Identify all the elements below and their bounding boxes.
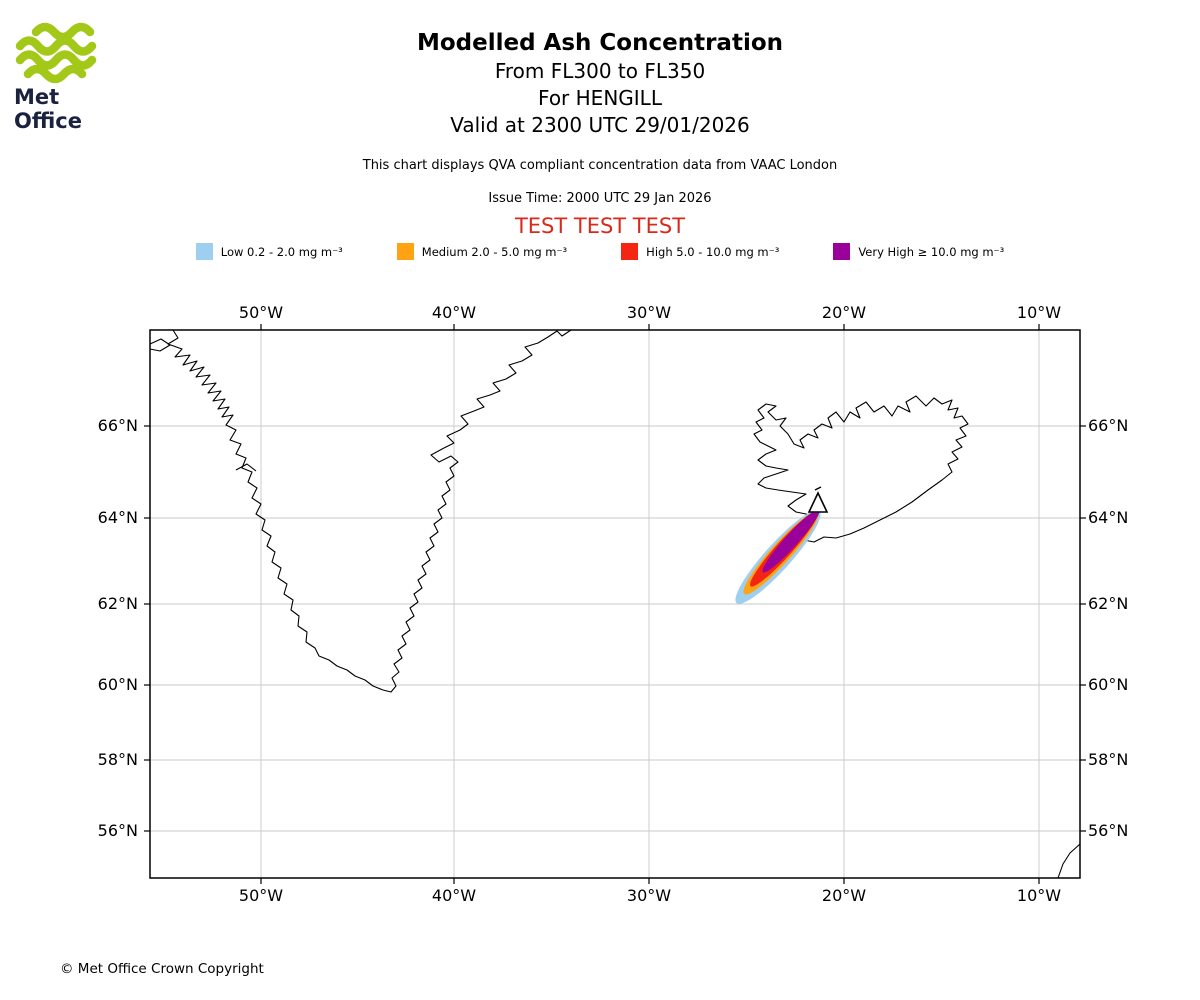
lon-tick-label-top: 30°W [626,303,672,322]
legend-swatch-low [195,243,213,260]
legend-label-very-high: Very High ≥ 10.0 mg m⁻³ [858,244,1005,259]
map-canvas [144,324,1086,884]
axis-ticks [144,324,1086,884]
ash-plume-very-high-contour [762,509,820,573]
lat-tick-label-left: 66°N [97,416,138,435]
greenland-fjord-detail [235,463,257,472]
met-office-logo-text: Met Office [14,85,82,133]
valid-time: Valid at 2300 UTC 29/01/2026 [450,113,750,137]
legend-item-medium: Medium 2.0 - 5.0 mg m⁻³ [396,243,568,260]
lat-tick-label-left: 58°N [97,750,138,769]
volcano-eruption-icon [807,486,829,513]
met-office-logo: Met Office [14,22,134,133]
lat-tick-label-right: 56°N [1088,821,1129,840]
lat-tick-label-right: 64°N [1088,508,1129,527]
lon-tick-label-bottom: 20°W [821,886,867,905]
lat-tick-label-left: 60°N [97,675,138,694]
lon-tick-label-bottom: 50°W [238,886,284,905]
issue-time: Issue Time: 2000 UTC 29 Jan 2026 [488,191,712,206]
lat-tick-label-right: 58°N [1088,750,1129,769]
lon-tick-label-top: 50°W [238,303,284,322]
lon-tick-label-top: 40°W [431,303,477,322]
greenland-fjord-detail [149,338,171,352]
lon-tick-label-bottom: 30°W [626,886,672,905]
legend-swatch-high [621,243,639,260]
lon-tick-label-bottom: 40°W [431,886,477,905]
legend-label-high: High 5.0 - 10.0 mg m⁻³ [646,244,780,259]
lat-tick-label-right: 62°N [1088,594,1129,613]
concentration-legend: Low 0.2 - 2.0 mg m⁻³ Medium 2.0 - 5.0 mg… [0,243,1200,260]
lat-tick-label-left: 64°N [97,508,138,527]
title-block: Modelled Ash Concentration From FL300 to… [0,28,1200,139]
flight-level-range: From FL300 to FL350 [494,59,706,83]
legend-item-very-high: Very High ≥ 10.0 mg m⁻³ [833,243,1004,260]
lon-tick-label-top: 20°W [821,303,867,322]
met-office-logo-waves-icon [15,22,97,84]
lat-tick-label-right: 60°N [1088,675,1129,694]
legend-swatch-very-high [833,243,851,260]
map-border [149,329,1081,879]
volcano-name: For HENGILL [538,86,662,110]
legend-swatch-medium [396,243,414,260]
lon-tick-label-top: 10°W [1016,303,1062,322]
legend-item-high: High 5.0 - 10.0 mg m⁻³ [621,243,779,260]
greenland-coastline [167,329,572,693]
ash-plume [735,509,821,604]
lat-tick-label-left: 62°N [97,594,138,613]
ireland-northwest-coastline [1057,843,1081,879]
crown-copyright-notice: © Met Office Crown Copyright [60,961,264,977]
coastlines [149,329,1081,879]
legend-item-low: Low 0.2 - 2.0 mg m⁻³ [195,243,343,260]
iceland-coastline [753,395,969,544]
test-banner: TEST TEST TEST [514,214,686,238]
qva-compliance-note: This chart displays QVA compliant concen… [362,158,838,173]
lon-tick-label-bottom: 10°W [1016,886,1062,905]
lat-tick-label-left: 56°N [97,821,138,840]
legend-label-medium: Medium 2.0 - 5.0 mg m⁻³ [421,244,568,259]
lat-tick-label-right: 66°N [1088,416,1129,435]
graticule-gridlines [150,330,1080,878]
legend-label-low: Low 0.2 - 2.0 mg m⁻³ [220,244,343,259]
page-title: Modelled Ash Concentration [416,30,784,56]
